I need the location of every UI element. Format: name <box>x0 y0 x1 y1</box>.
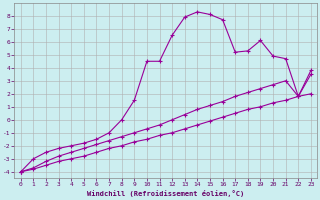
X-axis label: Windchill (Refroidissement éolien,°C): Windchill (Refroidissement éolien,°C) <box>87 190 244 197</box>
